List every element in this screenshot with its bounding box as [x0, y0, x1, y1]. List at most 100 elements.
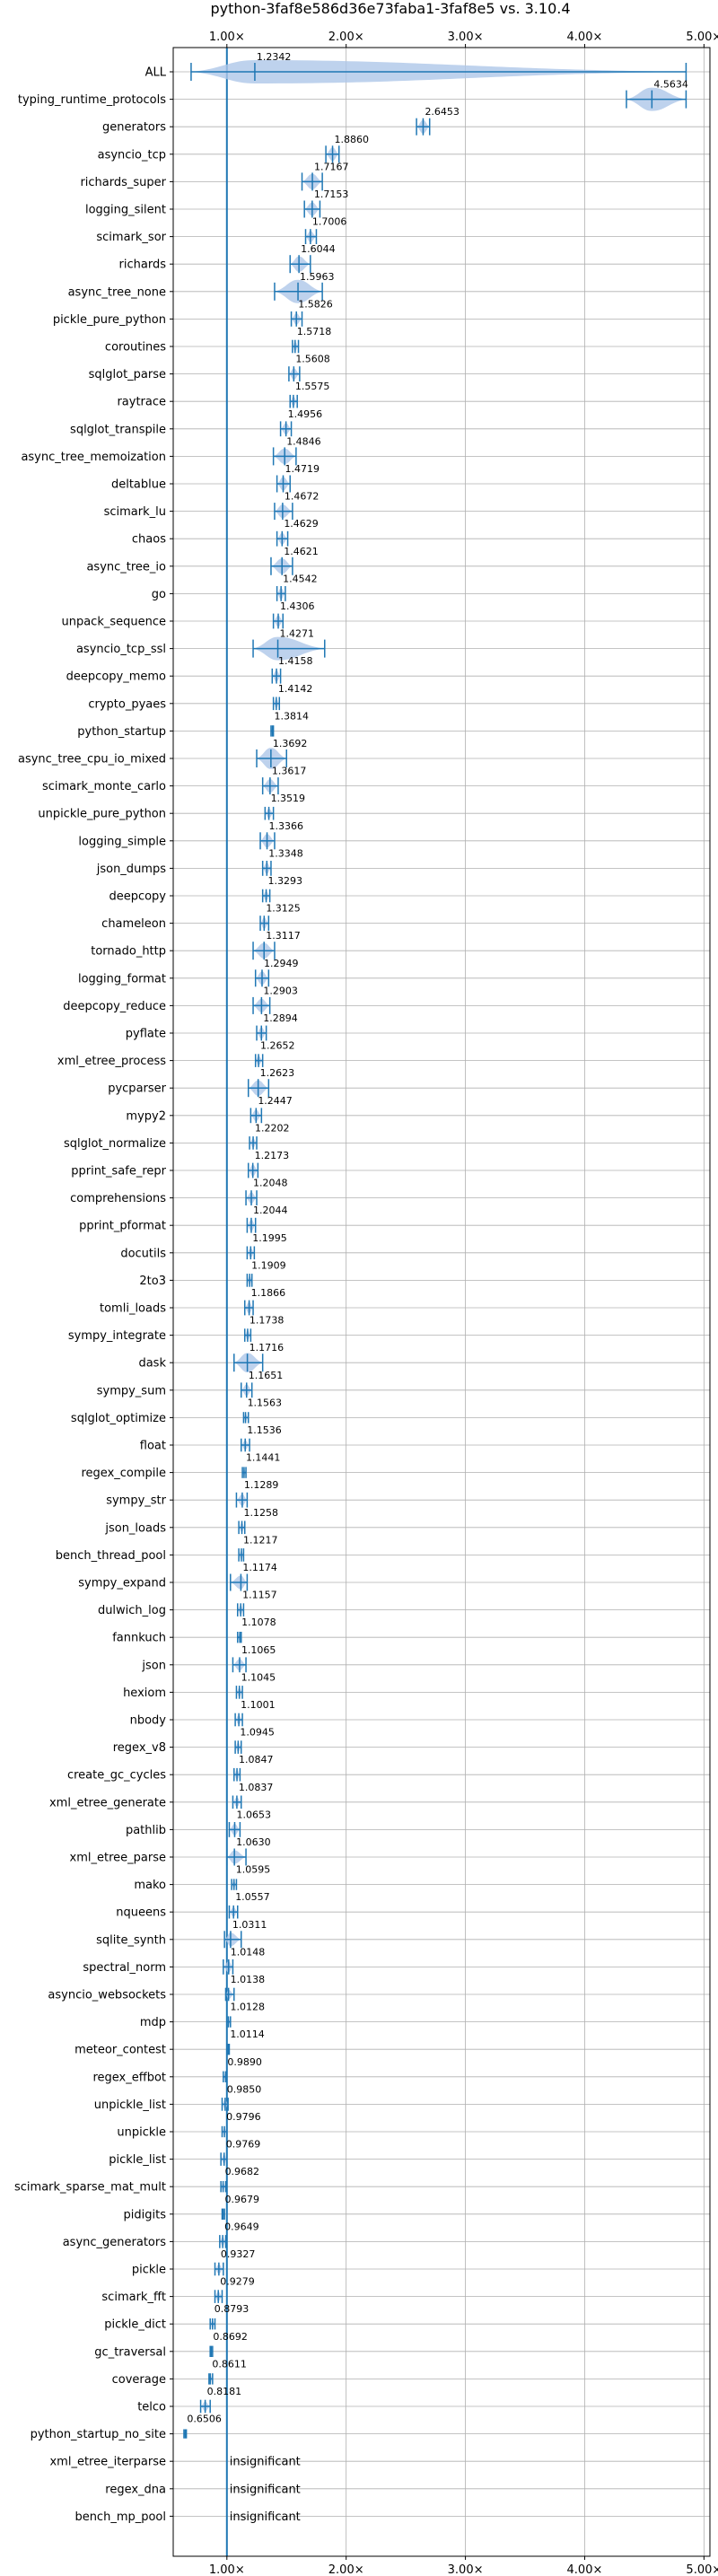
x-tick-label-top: 4.00× — [567, 31, 603, 44]
y-tick-label: scimark_fft — [101, 2291, 166, 2304]
y-tick-label: richards — [119, 258, 167, 272]
y-tick-label: tornado_http — [91, 945, 166, 959]
x-tick-label-bottom: 1.00× — [209, 2563, 245, 2576]
value-label: 1.5963 — [300, 271, 335, 283]
y-tick-label: async_generators — [63, 2236, 167, 2249]
value-label: 4.5634 — [653, 79, 688, 91]
y-tick-label: dask — [138, 1357, 166, 1371]
y-tick-label: python_startup_no_site — [31, 2428, 166, 2441]
value-label: 0.9327 — [221, 2248, 255, 2260]
y-tick-label: sqlglot_normalize — [64, 1137, 166, 1151]
value-label: 1.0557 — [235, 1891, 270, 1903]
y-tick-label: sqlite_synth — [96, 1933, 166, 1947]
x-tick-label-bottom: 4.00× — [567, 2563, 603, 2576]
y-tick-label: json — [141, 1659, 166, 1672]
value-label: 1.4142 — [278, 683, 313, 695]
value-label: 1.2044 — [253, 1205, 288, 1216]
y-tick-label: pyflate — [126, 1028, 166, 1041]
chart-title: python-3faf8e586d36e73faba1-3faf8e5 vs. … — [210, 0, 570, 17]
y-tick-label: deepcopy — [109, 890, 166, 904]
value-label: 1.0653 — [236, 1809, 271, 1820]
value-label: 1.4719 — [285, 463, 320, 475]
value-label: 1.1258 — [244, 1507, 279, 1519]
value-label: 1.2949 — [264, 958, 299, 969]
value-label: 1.6044 — [301, 243, 336, 255]
y-tick-label: coverage — [112, 2373, 166, 2387]
y-tick-label: 2to3 — [139, 1275, 166, 1288]
value-label: 1.2342 — [257, 51, 292, 63]
value-label: 1.3692 — [273, 738, 308, 749]
value-label: 0.8611 — [212, 2358, 247, 2370]
y-tick-label: async_tree_memoization — [21, 451, 166, 464]
y-tick-label: bench_thread_pool — [56, 1549, 166, 1563]
value-label: 1.3125 — [266, 903, 301, 915]
y-tick-label: asyncio_websockets — [48, 1989, 166, 2002]
value-label: 1.3293 — [268, 875, 303, 887]
value-label: 0.8181 — [207, 2386, 241, 2397]
value-label: 1.1441 — [246, 1452, 281, 1464]
value-label: 1.1738 — [250, 1315, 285, 1327]
value-label: 1.0630 — [236, 1836, 271, 1848]
value-label: 1.2652 — [260, 1040, 295, 1052]
y-tick-label: sympy_expand — [78, 1577, 166, 1590]
violin-layer — [183, 48, 687, 2556]
y-tick-label: docutils — [120, 1247, 166, 1260]
value-label: 1.2173 — [255, 1150, 290, 1161]
value-label: 1.2202 — [255, 1122, 290, 1134]
y-tick-label: deepcopy_reduce — [63, 1000, 166, 1013]
value-label: 1.1866 — [251, 1287, 286, 1299]
y-tick-label: scimark_lu — [104, 505, 166, 519]
value-label: 1.1065 — [241, 1644, 276, 1656]
value-label: 1.1995 — [252, 1232, 287, 1244]
value-label: 1.0945 — [240, 1727, 275, 1739]
y-tick-label: typing_runtime_protocols — [18, 93, 166, 107]
y-tick-label: xml_etree_generate — [49, 1796, 166, 1809]
y-tick-label: deepcopy_memo — [66, 670, 166, 684]
y-tick-label: sympy_sum — [97, 1384, 166, 1398]
value-label: 1.4621 — [284, 546, 319, 557]
y-tick-label: unpickle — [117, 2126, 166, 2140]
value-label: 1.0148 — [231, 1946, 266, 1958]
value-label: 1.2903 — [263, 985, 298, 996]
value-label: 1.7167 — [314, 161, 349, 172]
value-label: 0.8793 — [215, 2303, 250, 2315]
value-label: 1.3617 — [272, 766, 307, 777]
y-tick-label: asyncio_tcp_ssl — [76, 643, 166, 656]
value-label: 1.1078 — [241, 1617, 276, 1628]
y-tick-label: scimark_monte_carlo — [42, 780, 166, 793]
y-tick-label: json_dumps — [96, 863, 166, 876]
value-label: 1.1289 — [244, 1479, 279, 1491]
y-tick-label: pickle_dict — [104, 2318, 166, 2332]
y-tick-label: json_loads — [104, 1521, 166, 1535]
y-tick-label: crypto_pyaes — [88, 697, 166, 711]
value-label: 1.4306 — [280, 600, 315, 612]
y-tick-label: gc_traversal — [94, 2345, 166, 2359]
y-tick-label: create_gc_cycles — [67, 1769, 166, 1783]
value-label: 1.0128 — [231, 2002, 266, 2013]
value-label: 2.6453 — [425, 106, 460, 118]
y-tick-label: scimark_sparse_mat_mult — [14, 2181, 166, 2195]
value-label: 0.9796 — [226, 2111, 260, 2123]
insignificant-label: insignificant — [230, 2510, 301, 2524]
value-label: 1.1174 — [242, 1562, 277, 1573]
value-label: 1.7153 — [314, 188, 349, 200]
value-label: 0.9890 — [227, 2056, 262, 2068]
y-tick-label: xml_etree_process — [57, 1055, 166, 1068]
y-tick-label: logging_silent — [85, 204, 166, 217]
value-label: 1.0847 — [239, 1754, 274, 1766]
axis-layer: 1.00× 1.00× 2.00× 2.00× 3.00× 3.00× 4.00× 4.00×… — [14, 31, 718, 2576]
y-tick-label: regex_dna — [105, 2483, 166, 2496]
y-tick-label: generators — [102, 121, 166, 135]
value-label: 0.9850 — [227, 2083, 262, 2095]
value-label: 1.4629 — [284, 518, 319, 530]
x-tick-label-top: 3.00× — [448, 31, 484, 44]
value-label: 1.1716 — [250, 1342, 285, 1354]
y-tick-label: pprint_safe_repr — [71, 1165, 166, 1178]
value-label: 1.5575 — [295, 381, 330, 392]
y-tick-label: pathlib — [126, 1824, 166, 1837]
y-tick-label: logging_format — [78, 972, 166, 986]
y-tick-label: mypy2 — [126, 1109, 166, 1123]
value-label: 0.9679 — [225, 2194, 260, 2205]
y-tick-label: dulwich_log — [98, 1604, 166, 1617]
